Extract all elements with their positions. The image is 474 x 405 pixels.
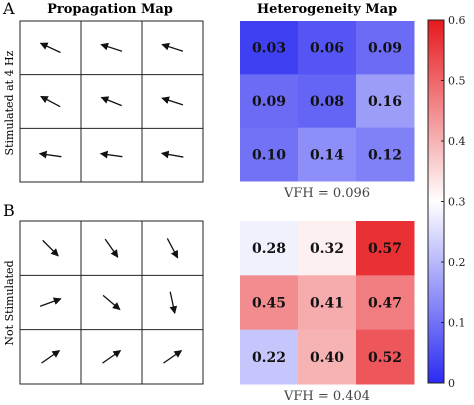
heatmap-cell-label: 0.57: [368, 241, 402, 257]
propagation-arrow: [161, 42, 184, 52]
propagation-arrow: [102, 294, 121, 311]
heatmap-cell: [298, 221, 357, 276]
propagation-arrow: [41, 349, 61, 364]
propagation-arrow: [42, 239, 59, 257]
heatmap-cell-label: 0.14: [310, 147, 344, 163]
heatmap-cell-label: 0.32: [310, 241, 344, 257]
propagation-arrow: [166, 238, 179, 259]
propagation-arrow: [39, 42, 61, 54]
propagation-arrow: [169, 291, 178, 315]
heatmap-cell: [298, 21, 357, 75]
heatmap-cell: [356, 127, 415, 182]
heterogeneity-map-not-stimulated: 0.28 0.32 0.57 0.45 0.41 0.47 0.22 0.40 0.52: [240, 221, 415, 385]
propagation-map-stimulated: [19, 20, 204, 183]
colorbar-tick-label: 0.6: [448, 14, 466, 27]
heatmap-cell-label: 0.52: [368, 350, 402, 366]
heatmap-cell: [356, 221, 415, 276]
colorbar-tick-label: 0.5: [448, 75, 466, 88]
heatmap-cell: [356, 329, 415, 385]
propagation-arrow: [38, 150, 62, 159]
heatmap-cell: [240, 275, 299, 331]
heatmap-cell: [240, 127, 299, 182]
heatmap-cell: [240, 221, 299, 276]
heatmap-cell-label: 0.40: [310, 350, 344, 366]
heatmap-cell-label: 0.03: [252, 41, 286, 57]
heatmap-cell: [356, 275, 415, 331]
propagation-arrow: [163, 349, 183, 364]
heatmap-cell-label: 0.06: [310, 41, 344, 57]
heatmap-cell-label: 0.22: [252, 350, 286, 366]
heatmap-cell-label: 0.28: [252, 241, 286, 257]
heatmap-cell-label: 0.47: [368, 296, 402, 312]
heatmap-cell-label: 0.08: [310, 94, 344, 110]
vfh-not-stimulated: VFH = 0.404: [283, 389, 370, 404]
row-label-stimulated: Stimulated at 4 Hz: [3, 50, 16, 155]
heatmap-cell: [356, 21, 415, 75]
heatmap-cell: [240, 74, 299, 129]
heatmap-cell-label: 0.09: [252, 94, 286, 110]
heatmap-cell-label: 0.10: [252, 147, 286, 163]
heatmap-cell-label: 0.12: [368, 147, 402, 163]
title-propagation-map: Propagation Map: [47, 2, 173, 17]
panel-label-a: A: [2, 0, 15, 18]
propagation-arrow: [104, 238, 119, 258]
panel-label-b: B: [3, 201, 15, 220]
heatmap-cell: [298, 127, 357, 182]
heterogeneity-map-stimulated: 0.03 0.06 0.09 0.09 0.08 0.16 0.10 0.14 0.12: [240, 21, 415, 182]
colorbar-tick-label: 0.1: [448, 317, 466, 330]
heatmap-cell: [298, 329, 357, 385]
heatmap-cell-label: 0.45: [252, 296, 286, 312]
propagation-arrow: [40, 95, 61, 108]
heatmap-cell: [240, 21, 299, 75]
heatmap-cell-label: 0.09: [368, 41, 402, 57]
heatmap-cell-label: 0.16: [368, 94, 402, 110]
heatmap-cell: [298, 275, 357, 331]
propagation-arrow: [99, 150, 123, 159]
propagation-arrow: [39, 297, 62, 307]
propagation-arrow: [100, 96, 122, 107]
propagation-arrow: [100, 42, 123, 52]
propagation-map-not-stimulated: [19, 220, 204, 385]
colorbar-tick-label: 0: [448, 377, 455, 390]
heatmap-cell: [240, 329, 299, 385]
title-heterogeneity-map: Heterogeneity Map: [257, 2, 397, 17]
propagation-arrow: [160, 150, 184, 159]
propagation-arrow: [161, 96, 184, 106]
row-label-not-stimulated: Not Stimulated: [3, 260, 16, 345]
propagation-arrow: [102, 349, 122, 364]
colorbar: 0 0.1 0.2 0.3 0.4 0.5 0.6: [427, 14, 466, 390]
colorbar-tick-label: 0.3: [448, 196, 466, 209]
vfh-stimulated: VFH = 0.096: [283, 186, 370, 201]
colorbar-tick-label: 0.4: [448, 135, 466, 148]
heatmap-cell-label: 0.41: [310, 296, 344, 312]
heatmap-cell: [356, 74, 415, 129]
heatmap-cell: [298, 74, 357, 129]
colorbar-tick-label: 0.2: [448, 256, 466, 269]
